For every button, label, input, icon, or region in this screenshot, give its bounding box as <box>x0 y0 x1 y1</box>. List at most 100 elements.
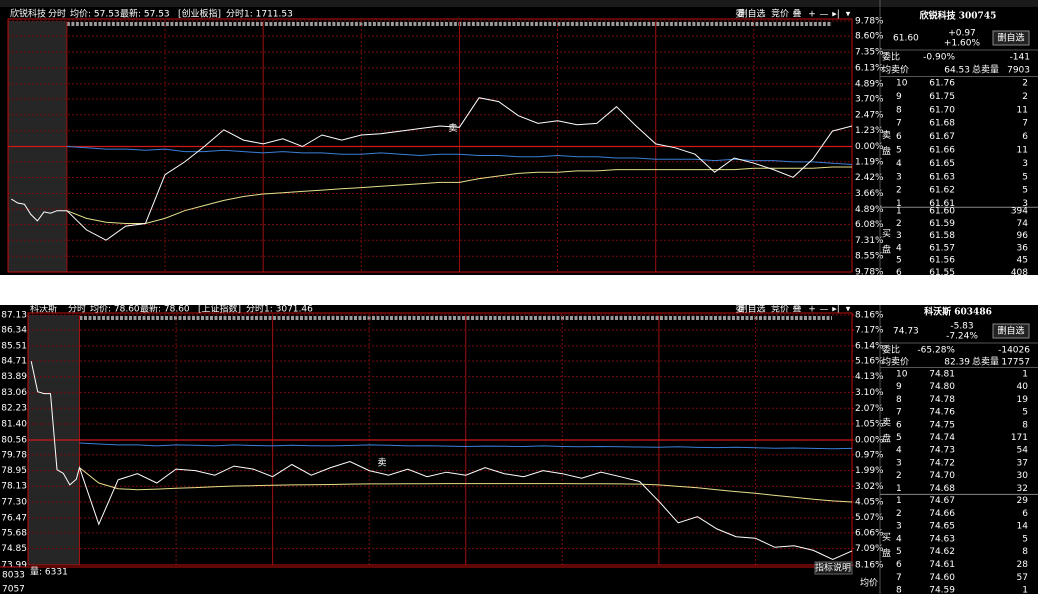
watchlist-button[interactable] <box>992 30 1030 46</box>
book-price: 61.76 <box>929 79 955 89</box>
book-volume: 3 <box>1022 159 1028 169</box>
avg-sell-label: 均卖价 <box>882 64 909 76</box>
y-tick-label: 6.08% <box>855 220 884 230</box>
y-tick-label: 76.47 <box>1 513 27 523</box>
y-tick-label: 78.95 <box>1 466 27 476</box>
book-price: 74.62 <box>929 547 955 557</box>
book-level: 3 <box>896 172 902 182</box>
wei-bi-label: 委比 <box>882 51 900 63</box>
total-sell: 7903 <box>1007 66 1030 76</box>
book-volume: 11 <box>1017 146 1028 156</box>
volume-avg-label: 均价 <box>860 577 878 589</box>
header-mode: 分时 <box>68 303 86 315</box>
book-volume: 2 <box>1022 92 1028 102</box>
book-price: 61.60 <box>929 207 955 217</box>
toolbar-button[interactable]: 委 <box>735 303 744 315</box>
toolbar-button[interactable]: ▾ <box>846 10 851 20</box>
y-tick-label: 9.78% <box>855 17 884 27</box>
buy-side-label: 买 <box>882 228 891 239</box>
volume-tick: 7057 <box>2 585 25 594</box>
price-change-pct: +1.60% <box>944 39 981 49</box>
book-volume: 3 <box>1022 199 1028 209</box>
y-tick-label: 4.89% <box>855 79 884 89</box>
book-price: 74.73 <box>929 446 955 456</box>
book-price: 74.74 <box>929 433 955 443</box>
toolbar-button[interactable]: + <box>808 10 816 20</box>
toolbar-button[interactable]: ▸| <box>832 10 840 20</box>
plot-frame <box>7 18 853 273</box>
help-button[interactable] <box>814 561 853 575</box>
y-tick-label: 80.56 <box>1 436 27 446</box>
wei-bi-label: 委比 <box>882 344 900 356</box>
book-volume: 5 <box>1022 534 1028 544</box>
y-tick-label: 74.85 <box>1 544 27 554</box>
toolbar-button[interactable]: 叠 <box>792 9 801 20</box>
stock-name: 欣锐科技 300745 <box>920 10 997 22</box>
sell-side-label: 卖 <box>882 130 891 141</box>
toolbar-button[interactable]: 叠 <box>792 304 801 315</box>
book-volume: 19 <box>1017 395 1029 405</box>
book-volume: 32 <box>1017 484 1028 494</box>
y-tick-label: 75.68 <box>1 528 27 538</box>
header-index: [创业板指] <box>178 8 221 20</box>
trade-marker: 卖 <box>448 123 457 134</box>
book-volume: 14 <box>1017 522 1029 532</box>
header-index-value: 分时1: 1711.53 <box>226 8 293 20</box>
book-price: 74.81 <box>929 370 955 380</box>
watchlist-button[interactable] <box>992 323 1030 339</box>
book-level: 1 <box>896 496 902 506</box>
book-level: 4 <box>896 159 902 169</box>
volume-label: 量: 6331 <box>30 567 68 578</box>
panel-background <box>0 0 1038 275</box>
toolbar-button[interactable]: + <box>808 305 816 315</box>
book-volume: 45 <box>1017 256 1028 266</box>
y-tick-label: 3.70% <box>855 95 884 105</box>
book-level: 6 <box>896 420 902 430</box>
toolbar-button[interactable]: 委 <box>735 8 744 20</box>
toolbar-button[interactable]: — <box>820 305 829 315</box>
header-last: 最新: 57.53 <box>120 8 170 20</box>
book-volume: 408 <box>1011 268 1028 278</box>
book-volume: 5 <box>1022 408 1028 418</box>
book-level: 3 <box>896 458 902 468</box>
toolbar-button[interactable]: ▸| <box>832 305 840 315</box>
wei-cha: -141 <box>1010 53 1030 63</box>
y-tick-label: 4.89% <box>855 205 884 215</box>
toolbar-button[interactable]: — <box>820 10 829 20</box>
book-level: 1 <box>896 199 902 209</box>
total-sell-label: 总卖量 <box>972 356 999 368</box>
wei-bi: -0.90% <box>923 53 955 63</box>
last-price: 61.60 <box>893 34 919 44</box>
toolbar-button[interactable]: 删自选 <box>738 8 765 20</box>
book-volume: 57 <box>1017 573 1028 583</box>
total-sell: 17757 <box>1001 358 1030 368</box>
book-price: 74.70 <box>929 471 955 481</box>
y2-tick-label: 2.07% <box>855 404 884 414</box>
header-name: 科沃斯 <box>30 303 57 315</box>
header-index: [上证指数] <box>198 303 241 315</box>
volume-tick: 8033 <box>2 571 25 581</box>
toolbar-button[interactable]: 删自选 <box>738 303 765 315</box>
book-level: 3 <box>896 231 902 241</box>
book-volume: 54 <box>1017 446 1029 456</box>
y-tick-label: 7.35% <box>855 48 884 58</box>
book-price: 74.72 <box>929 458 955 468</box>
book-price: 61.58 <box>929 231 955 241</box>
y-tick-label: 1.23% <box>855 126 884 136</box>
toolbar-button[interactable]: 竞价 <box>771 303 789 315</box>
book-volume: 5 <box>1022 172 1028 182</box>
book-volume: 36 <box>1017 243 1029 253</box>
book-volume: 30 <box>1017 471 1029 481</box>
y-tick-label: 8.60% <box>855 32 884 42</box>
toolbar-button[interactable]: ▾ <box>846 305 851 315</box>
book-volume: 28 <box>1017 560 1029 570</box>
watchlist-button-label[interactable]: 删自选 <box>997 325 1024 337</box>
last-price: 74.73 <box>893 327 919 337</box>
toolbar-button[interactable]: 竞价 <box>771 8 789 20</box>
plot-frame <box>27 312 853 566</box>
y-tick-label: 3.66% <box>855 189 884 199</box>
buy-side-label: 盘 <box>882 243 891 255</box>
help-button-label[interactable]: 指标说明 <box>815 562 851 574</box>
watchlist-button-label[interactable]: 删自选 <box>997 32 1024 44</box>
